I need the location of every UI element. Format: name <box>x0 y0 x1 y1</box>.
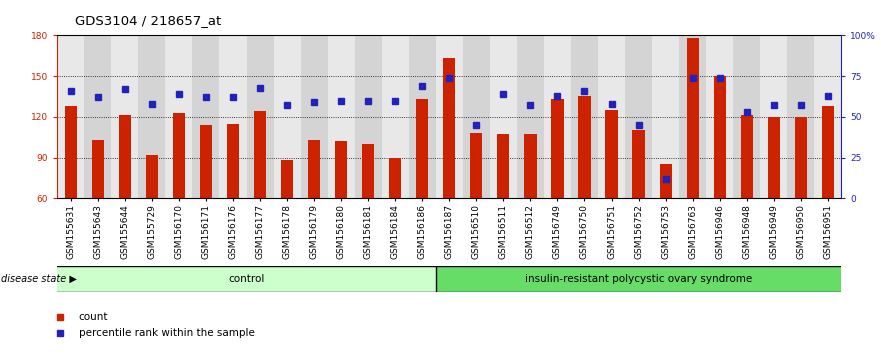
Bar <box>146 155 158 198</box>
Text: count: count <box>79 312 108 321</box>
Bar <box>436 266 841 292</box>
Bar <box>707 35 733 198</box>
Bar <box>92 140 104 198</box>
Bar <box>579 96 590 198</box>
Bar <box>767 117 780 198</box>
Text: percentile rank within the sample: percentile rank within the sample <box>79 328 255 338</box>
Bar <box>281 160 293 198</box>
Bar <box>300 35 328 198</box>
Bar <box>192 35 219 198</box>
Bar <box>679 35 707 198</box>
Text: insulin-resistant polycystic ovary syndrome: insulin-resistant polycystic ovary syndr… <box>525 274 752 284</box>
Bar <box>741 115 752 198</box>
Bar <box>57 35 85 198</box>
Bar <box>497 135 509 198</box>
Bar <box>381 35 409 198</box>
Bar <box>85 35 111 198</box>
Bar <box>443 58 455 198</box>
Bar <box>57 266 436 292</box>
Bar <box>470 133 483 198</box>
Bar <box>254 112 266 198</box>
Bar <box>814 35 841 198</box>
Bar <box>328 35 355 198</box>
Bar <box>733 35 760 198</box>
Bar <box>463 35 490 198</box>
Bar <box>686 38 699 198</box>
Bar <box>436 35 463 198</box>
Bar <box>247 35 274 198</box>
Bar <box>652 35 679 198</box>
Bar <box>490 35 517 198</box>
Bar <box>795 117 807 198</box>
Bar <box>64 106 77 198</box>
Bar <box>362 144 374 198</box>
Bar <box>552 99 564 198</box>
Bar <box>788 35 814 198</box>
Bar <box>605 110 618 198</box>
Bar <box>633 130 645 198</box>
Bar <box>517 35 544 198</box>
Bar <box>166 35 192 198</box>
Bar <box>524 135 537 198</box>
Text: control: control <box>228 274 264 284</box>
Bar <box>760 35 788 198</box>
Text: GDS3104 / 218657_at: GDS3104 / 218657_at <box>75 14 221 27</box>
Bar <box>409 35 436 198</box>
Bar <box>571 35 598 198</box>
Bar <box>173 113 185 198</box>
Bar <box>111 35 138 198</box>
Bar <box>200 125 212 198</box>
Bar <box>219 35 247 198</box>
Bar <box>416 99 428 198</box>
Bar <box>138 35 166 198</box>
Bar <box>714 76 726 198</box>
Text: disease state ▶: disease state ▶ <box>1 274 77 284</box>
Bar <box>355 35 381 198</box>
Bar <box>274 35 300 198</box>
Bar <box>625 35 652 198</box>
Bar <box>119 115 131 198</box>
Bar <box>308 140 320 198</box>
Bar <box>389 158 402 198</box>
Bar <box>598 35 625 198</box>
Bar <box>660 164 671 198</box>
Bar <box>335 141 347 198</box>
Bar <box>227 124 239 198</box>
Bar <box>544 35 571 198</box>
Bar <box>822 106 834 198</box>
